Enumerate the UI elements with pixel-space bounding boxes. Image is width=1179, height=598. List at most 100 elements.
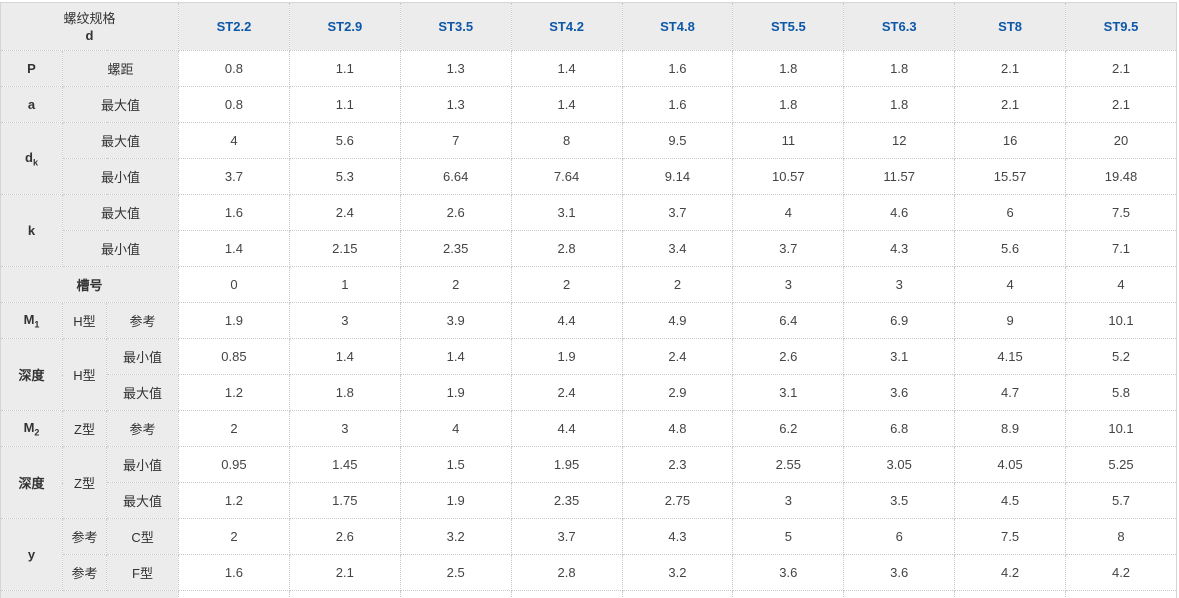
data-cell: 2.75 [621,482,734,519]
data-cell: 3.6 [843,554,956,591]
data-cell: 2 [399,266,512,303]
data-cell: 12 [843,122,956,159]
data-cell: 7.1 [1065,230,1177,267]
data-cell: 3.6 [843,374,956,411]
row-label: M2 [0,410,63,447]
row-label: Z型 [62,410,107,447]
data-cell: 3 [843,266,956,303]
data-cell [178,590,290,598]
data-cell: 3.6 [732,554,845,591]
row-label: 最小值 [61,230,180,267]
data-cell: 4.15 [954,338,1067,375]
data-cell: 2.55 [732,446,845,483]
data-cell: 3.4 [621,230,734,267]
table-row: 深度 Z型 最小值 0.95 1.45 1.5 1.95 2.3 2.55 3.05 4.05 5.2… [0,446,1177,519]
column-header: ST5.5 [732,2,845,51]
data-cell: 3 [288,302,401,339]
data-cell [954,590,1067,598]
table-row: 深度 H型 最小值 0.85 1.4 1.4 1.9 2.4 2.6 3.1 4.15 5.2 [0,338,1177,411]
data-cell: 2.35 [510,482,623,519]
data-cell: 2 [178,410,290,447]
data-cell: 1.9 [399,374,512,411]
data-cell: 8 [510,122,623,159]
data-cell: 2.6 [732,338,845,375]
data-cell: 2 [510,266,623,303]
data-cell: 6 [954,194,1067,231]
data-cell: 1 [288,266,401,303]
data-cell: 2.1 [954,86,1067,123]
table-row: P 螺距 0.8 1.1 1.3 1.4 1.6 1.8 1.8 2.1 2.1 [0,50,1177,87]
data-cell: 19.48 [1065,158,1177,195]
data-cell: 1.3 [399,86,512,123]
data-cell: 1.3 [399,50,512,87]
row-label: dk [0,122,63,195]
data-cell: 3.7 [178,158,290,195]
data-cell: 8 [1065,518,1177,555]
column-header: ST8 [954,2,1067,51]
row-label: y [0,518,63,591]
data-cell: 4.3 [621,518,734,555]
data-cell: 4.4 [510,410,623,447]
data-cell: 10.57 [732,158,845,195]
data-cell: 2.4 [288,194,401,231]
row-label: k [0,194,63,267]
data-cell: 1.95 [510,446,623,483]
data-cell: 1.9 [399,482,512,519]
data-cell: 3.1 [732,374,845,411]
data-cell: 7.64 [510,158,623,195]
data-cell: 4.2 [954,554,1067,591]
table-row: 参考 F型 1.6 2.1 2.5 2.8 3.2 3.6 3.6 4.2 4.2 [1,554,1177,591]
row-label [0,590,180,598]
data-cell: 1.6 [621,50,734,87]
data-cell: 1.9 [178,302,290,339]
data-cell: 1.2 [178,482,290,519]
data-cell: 1.45 [288,446,401,483]
row-label: 参考 [105,410,180,447]
column-header: ST6.3 [843,2,956,51]
row-label: 参考 [62,518,107,555]
data-cell: 4.8 [621,410,734,447]
data-cell [621,590,734,598]
data-cell: 4.2 [1065,554,1177,591]
data-cell: 3.1 [510,194,623,231]
data-cell: 2.1 [288,554,401,591]
data-cell: 3 [732,482,845,519]
data-cell: 4 [178,122,290,159]
data-cell: 2.9 [621,374,734,411]
data-cell: 8.9 [954,410,1067,447]
data-cell: 3 [732,266,845,303]
data-cell: 9.5 [621,122,734,159]
data-cell: 2.15 [288,230,401,267]
data-cell: 16 [954,122,1067,159]
data-cell: 2.8 [510,554,623,591]
data-cell: 1.4 [288,338,401,375]
table-row: 槽号 0 1 2 2 2 3 3 4 4 [0,266,1177,303]
row-label: 最大值 [61,86,180,123]
data-cell: 6 [843,518,956,555]
row-label: Z型 [62,446,107,519]
data-cell [732,590,845,598]
row-label: 参考 [62,554,107,591]
data-cell: 4 [1065,266,1177,303]
data-cell: 0.85 [178,338,290,375]
data-cell: 4.7 [954,374,1067,411]
row-label: 槽号 [0,266,180,303]
data-cell: 1.4 [510,50,623,87]
data-cell: 4 [954,266,1067,303]
row-label: C型 [105,518,180,555]
data-cell: 1.2 [178,374,290,411]
data-cell: 4.9 [621,302,734,339]
data-cell: 20 [1065,122,1177,159]
data-cell: 1.4 [178,230,290,267]
data-cell: 4.05 [954,446,1067,483]
data-cell: 6.64 [399,158,512,195]
data-cell: 11.57 [843,158,956,195]
data-cell [399,590,512,598]
table-row: M1 H型 参考 1.9 3 3.9 4.4 4.9 6.4 6.9 9 10.1 [0,302,1177,339]
table-row: 最小值 3.7 5.3 6.64 7.64 9.14 10.57 11.57 15.57 19.4… [1,158,1177,195]
data-cell: 0 [178,266,290,303]
data-cell: 5.2 [1065,338,1177,375]
data-cell: 3.9 [399,302,512,339]
data-cell: 5.6 [954,230,1067,267]
data-cell: 1.8 [288,374,401,411]
